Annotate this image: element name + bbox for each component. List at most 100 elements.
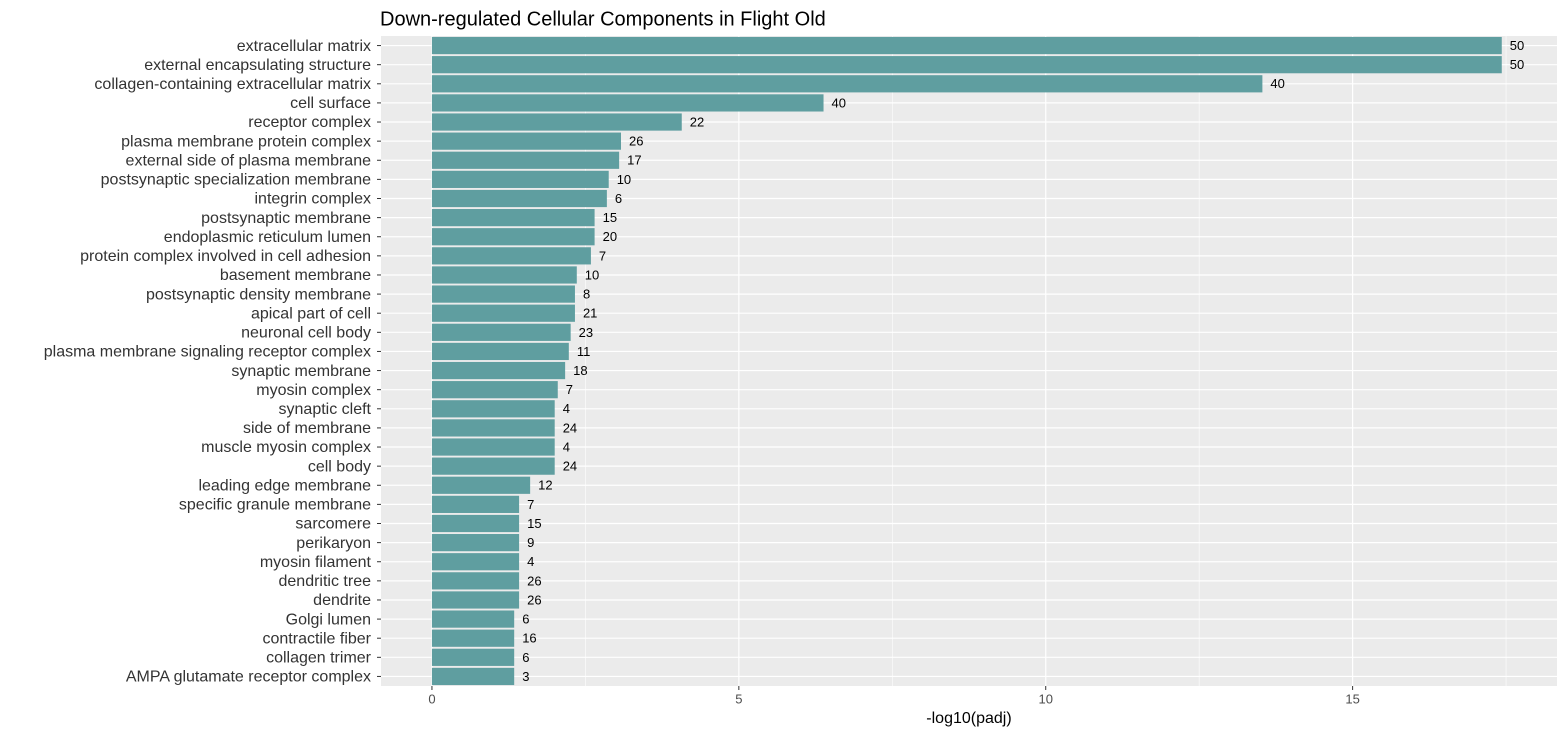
count-label: 15 <box>527 516 541 531</box>
y-tick-label: external side of plasma membrane <box>126 152 372 169</box>
y-tick-label: AMPA glutamate receptor complex <box>126 669 371 686</box>
bar <box>431 94 824 112</box>
bar <box>431 75 1263 93</box>
y-tick-label: postsynaptic membrane <box>201 210 371 227</box>
chart-title: Down-regulated Cellular Components in Fl… <box>380 8 826 30</box>
count-label: 18 <box>573 363 587 378</box>
y-tick-label: myosin complex <box>256 382 371 399</box>
count-label: 4 <box>563 401 570 416</box>
count-label: 16 <box>522 631 536 646</box>
count-label: 20 <box>603 229 617 244</box>
count-label: 40 <box>1270 76 1284 91</box>
y-tick-label: contractile fiber <box>263 630 372 647</box>
count-label: 24 <box>563 459 577 474</box>
bar <box>431 667 515 686</box>
y-tick-label: cell body <box>308 458 371 475</box>
x-tick-label: 10 <box>1038 691 1052 706</box>
bar <box>431 629 515 647</box>
y-tick-label: collagen trimer <box>266 650 372 667</box>
count-label: 6 <box>522 650 529 665</box>
y-tick-label: perikaryon <box>296 535 371 552</box>
bar <box>431 56 1502 74</box>
bar <box>431 553 520 571</box>
bar <box>431 228 595 246</box>
bar <box>431 170 609 188</box>
count-label: 24 <box>563 420 577 435</box>
count-label: 9 <box>527 535 534 550</box>
y-tick-label: cell surface <box>290 95 371 112</box>
count-label: 17 <box>627 153 641 168</box>
x-tick-label: 0 <box>428 691 435 706</box>
x-tick-label: 15 <box>1345 691 1359 706</box>
count-label: 50 <box>1510 38 1524 53</box>
count-label: 12 <box>538 478 552 493</box>
y-tick-label: postsynaptic density membrane <box>146 286 371 303</box>
bar <box>431 342 569 361</box>
y-tick-label: protein complex involved in cell adhesio… <box>80 248 371 265</box>
count-label: 15 <box>603 210 617 225</box>
bar <box>431 304 575 322</box>
y-tick-label: extracellular matrix <box>237 38 371 55</box>
count-label: 7 <box>566 382 573 397</box>
bar <box>431 113 682 131</box>
bar <box>431 266 577 284</box>
bar <box>431 132 621 150</box>
y-tick-label: endoplasmic reticulum lumen <box>164 229 371 246</box>
bar <box>431 648 515 666</box>
bar <box>431 361 566 380</box>
bar <box>431 285 575 303</box>
y-tick-label: leading edge membrane <box>198 477 371 494</box>
y-tick-label: integrin complex <box>255 191 372 208</box>
y-tick-label: external encapsulating structure <box>144 57 371 74</box>
bar <box>431 151 620 169</box>
bar <box>431 323 571 341</box>
count-label: 3 <box>522 669 529 684</box>
y-tick-label: collagen-containing extracellular matrix <box>94 76 371 93</box>
count-label: 40 <box>832 95 846 110</box>
y-tick-label: receptor complex <box>248 114 371 131</box>
y-tick-label: apical part of cell <box>251 305 371 322</box>
y-tick-label: postsynaptic specialization membrane <box>101 172 371 189</box>
count-label: 7 <box>599 248 606 263</box>
count-label: 4 <box>563 439 570 454</box>
bar <box>431 572 520 590</box>
y-tick-label: Golgi lumen <box>286 611 371 628</box>
y-tick-label: basement membrane <box>220 267 371 284</box>
count-label: 26 <box>527 592 541 607</box>
y-tick-label: neuronal cell body <box>241 325 371 342</box>
x-tick-label: 5 <box>735 691 742 706</box>
count-label: 10 <box>585 267 599 282</box>
bar <box>431 438 555 456</box>
bar <box>431 419 555 437</box>
count-label: 10 <box>617 172 631 187</box>
bar <box>431 476 531 494</box>
bar <box>431 36 1502 55</box>
bar <box>431 591 520 609</box>
bar <box>431 400 555 418</box>
bar <box>431 381 558 399</box>
y-tick-label: side of membrane <box>243 420 371 437</box>
bar <box>431 495 520 513</box>
count-label: 22 <box>690 114 704 129</box>
count-label: 4 <box>527 554 534 569</box>
y-tick-label: synaptic cleft <box>279 401 372 418</box>
x-axis-title: -log10(padj) <box>926 710 1011 727</box>
bar <box>431 457 555 475</box>
count-label: 8 <box>583 287 590 302</box>
bar <box>431 209 595 227</box>
y-tick-label: plasma membrane protein complex <box>121 133 371 150</box>
bar <box>431 610 515 628</box>
bar <box>431 514 520 533</box>
y-tick-label: synaptic membrane <box>231 363 371 380</box>
count-label: 6 <box>522 612 529 627</box>
y-tick-label: sarcomere <box>295 516 371 533</box>
bar <box>431 189 607 208</box>
y-tick-label: myosin filament <box>260 554 372 571</box>
count-label: 7 <box>527 497 534 512</box>
y-tick-label: plasma membrane signaling receptor compl… <box>44 344 371 361</box>
y-tick-label: dendrite <box>313 592 371 609</box>
count-label: 11 <box>577 344 591 359</box>
y-tick-label: muscle myosin complex <box>201 439 371 456</box>
bar <box>431 534 520 552</box>
